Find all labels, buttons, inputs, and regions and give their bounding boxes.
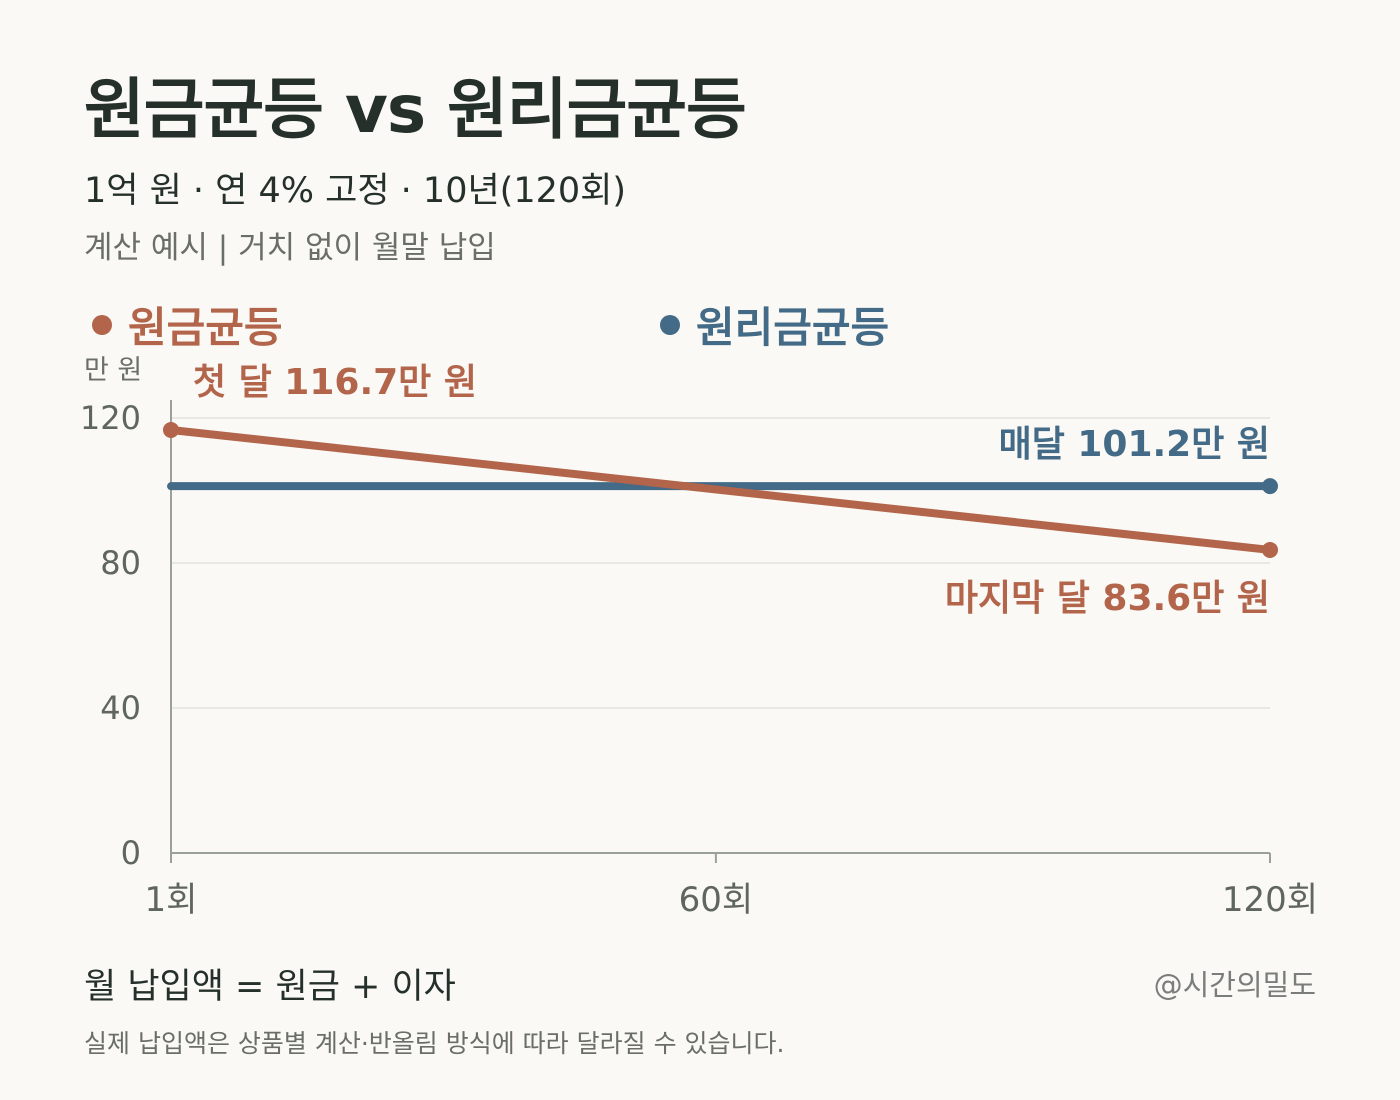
legend-annuity: 원리금균등 — [660, 294, 889, 355]
x-tick-label-2: 120회 — [1222, 880, 1318, 920]
payment-formula: 월 납입액 = 원금 + 이자 — [84, 967, 456, 1007]
author-credit: @시간의밀도 — [1153, 968, 1316, 1002]
annotation-monthly: 매달 101.2만 원 — [999, 424, 1270, 465]
y-tick-label-0: 0 — [121, 834, 141, 872]
page-subtitle: 1억 원 · 연 4% 고정 · 10년(120회) — [84, 171, 626, 211]
calculation-note: 계산 예시 | 거치 없이 월말 납입 — [84, 230, 496, 266]
grid-lines — [171, 417, 1270, 709]
annotations: 첫 달 116.7만 원 매달 101.2만 원 마지막 달 83.6만 원 — [193, 362, 1270, 619]
x-tick-label-0: 1회 — [145, 880, 198, 920]
y-axis-unit: 만 원 — [84, 355, 143, 386]
series — [163, 421, 1278, 558]
x-tick-labels: 1회 60회 120회 — [145, 853, 1318, 920]
data-point-0-0 — [163, 421, 179, 438]
legend-principal: 원금균등 — [92, 294, 283, 355]
disclaimer: 실제 납입액은 상품별 계산·반올림 방식에 따라 달라질 수 있습니다. — [84, 1029, 785, 1058]
y-tick-label-2: 80 — [100, 544, 141, 582]
page-title: 원금균등 vs 원리금균등 — [84, 71, 747, 148]
data-point-1-1 — [1262, 478, 1278, 495]
annotation-first-month: 첫 달 116.7만 원 — [193, 362, 477, 403]
legend-annuity-dot — [660, 314, 680, 335]
legend-principal-dot — [92, 314, 112, 335]
y-tick-label-1: 40 — [100, 689, 141, 727]
x-tick-label-1: 60회 — [679, 880, 754, 920]
legend-annuity-label: 원리금균등 — [696, 303, 890, 352]
y-tick-labels: 0 40 80 120 — [80, 399, 141, 872]
series-line-0 — [167, 425, 1274, 554]
legend-principal-label: 원금균등 — [128, 303, 283, 352]
axes — [170, 400, 1270, 854]
data-point-0-1 — [1262, 541, 1278, 558]
annotation-last-month: 마지막 달 83.6만 원 — [945, 578, 1270, 619]
y-tick-label-3: 120 — [80, 399, 141, 437]
